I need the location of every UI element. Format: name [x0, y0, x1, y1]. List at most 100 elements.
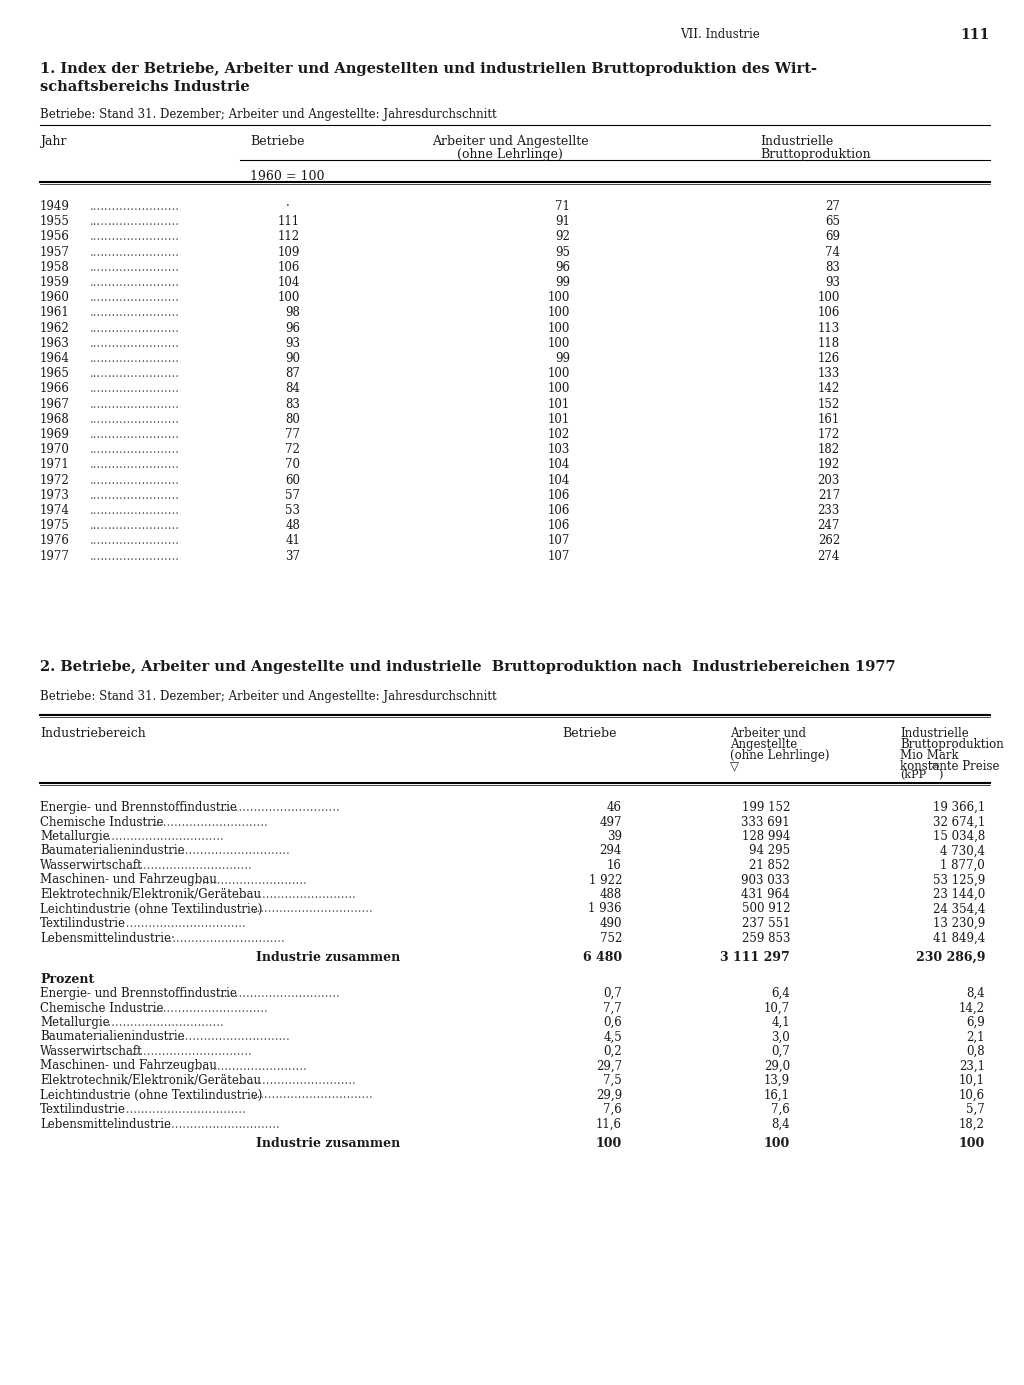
- Text: 13 230,9: 13 230,9: [933, 917, 985, 929]
- Text: 1977: 1977: [40, 550, 70, 562]
- Text: 32 674,1: 32 674,1: [933, 816, 985, 828]
- Text: 75: 75: [929, 762, 940, 770]
- Text: 1 936: 1 936: [589, 903, 622, 915]
- Text: 1959: 1959: [40, 276, 70, 289]
- Text: 10,1: 10,1: [959, 1073, 985, 1087]
- Text: 488: 488: [600, 888, 622, 902]
- Text: Wasserwirtschaft: Wasserwirtschaft: [40, 859, 142, 873]
- Text: 72: 72: [285, 443, 300, 456]
- Text: 92: 92: [555, 230, 570, 244]
- Text: 259 853: 259 853: [741, 932, 790, 945]
- Text: 1961: 1961: [40, 306, 70, 320]
- Text: 142: 142: [818, 382, 840, 395]
- Text: 247: 247: [817, 519, 840, 532]
- Text: 15 034,8: 15 034,8: [933, 830, 985, 843]
- Text: ................................: ................................: [156, 1118, 280, 1130]
- Text: 103: 103: [548, 443, 570, 456]
- Text: ........................: ........................: [90, 215, 180, 229]
- Text: 11,6: 11,6: [596, 1118, 622, 1130]
- Text: ........................: ........................: [90, 474, 180, 486]
- Text: 111: 111: [961, 28, 990, 42]
- Text: (ohne Lehrlinge): (ohne Lehrlinge): [730, 749, 829, 762]
- Text: 7,6: 7,6: [603, 1102, 622, 1116]
- Text: Betriebe: Betriebe: [250, 134, 304, 148]
- Text: 109: 109: [278, 245, 300, 259]
- Text: 113: 113: [818, 321, 840, 335]
- Text: 6 480: 6 480: [583, 951, 622, 964]
- Text: 53: 53: [285, 504, 300, 517]
- Text: 106: 106: [817, 306, 840, 320]
- Text: 203: 203: [817, 474, 840, 486]
- Text: Industrie zusammen: Industrie zusammen: [256, 951, 400, 964]
- Text: ........................: ........................: [90, 397, 180, 410]
- Text: 23 144,0: 23 144,0: [933, 888, 985, 902]
- Text: 101: 101: [548, 413, 570, 425]
- Text: Industrielle: Industrielle: [760, 134, 834, 148]
- Text: ................................: ................................: [100, 1017, 224, 1029]
- Text: 2,1: 2,1: [967, 1030, 985, 1043]
- Text: 74: 74: [825, 245, 840, 259]
- Text: 7,7: 7,7: [603, 1001, 622, 1014]
- Text: 294: 294: [600, 845, 622, 857]
- Text: 237 551: 237 551: [741, 917, 790, 929]
- Text: 4,5: 4,5: [603, 1030, 622, 1043]
- Text: (ohne Lehrlinge): (ohne Lehrlinge): [457, 148, 563, 161]
- Text: 70: 70: [285, 458, 300, 471]
- Text: 99: 99: [555, 352, 570, 366]
- Text: 100: 100: [596, 1137, 622, 1150]
- Text: Bruttoproduktion: Bruttoproduktion: [760, 148, 870, 161]
- Text: Wasserwirtschaft: Wasserwirtschaft: [40, 1046, 142, 1058]
- Text: Textilindustrie: Textilindustrie: [40, 917, 126, 929]
- Text: 14,2: 14,2: [959, 1001, 985, 1014]
- Text: ........................: ........................: [90, 291, 180, 305]
- Text: 21 852: 21 852: [750, 859, 790, 873]
- Text: 100: 100: [548, 337, 570, 350]
- Text: ................................: ................................: [183, 1060, 307, 1072]
- Text: ·: ·: [287, 199, 290, 213]
- Text: 126: 126: [818, 352, 840, 366]
- Text: 10,7: 10,7: [764, 1001, 790, 1014]
- Text: 96: 96: [285, 321, 300, 335]
- Text: ........................: ........................: [90, 443, 180, 456]
- Text: Lebensmittelindustrie·: Lebensmittelindustrie·: [40, 932, 175, 945]
- Text: (kPP: (kPP: [900, 770, 926, 780]
- Text: 107: 107: [548, 535, 570, 547]
- Text: ........................: ........................: [90, 535, 180, 547]
- Text: Leichtindustrie (ohne Textilindustrie): Leichtindustrie (ohne Textilindustrie): [40, 903, 262, 915]
- Text: 104: 104: [548, 458, 570, 471]
- Text: ........................: ........................: [90, 337, 180, 350]
- Text: 100: 100: [278, 291, 300, 305]
- Text: 100: 100: [548, 321, 570, 335]
- Text: Jahr: Jahr: [40, 134, 67, 148]
- Text: 1964: 1964: [40, 352, 70, 366]
- Text: 1972: 1972: [40, 474, 70, 486]
- Text: 3 111 297: 3 111 297: [720, 951, 790, 964]
- Text: ................................: ................................: [144, 1001, 268, 1014]
- Text: 333 691: 333 691: [741, 816, 790, 828]
- Text: 29,0: 29,0: [764, 1060, 790, 1072]
- Text: 93: 93: [825, 276, 840, 289]
- Text: 7,6: 7,6: [771, 1102, 790, 1116]
- Text: 1969: 1969: [40, 428, 70, 440]
- Text: 128 994: 128 994: [741, 830, 790, 843]
- Text: 77: 77: [285, 428, 300, 440]
- Text: 83: 83: [285, 397, 300, 410]
- Text: 53 125,9: 53 125,9: [933, 874, 985, 886]
- Text: Industrie zusammen: Industrie zusammen: [256, 1137, 400, 1150]
- Text: 100: 100: [548, 367, 570, 381]
- Text: 29,9: 29,9: [596, 1089, 622, 1101]
- Text: 192: 192: [818, 458, 840, 471]
- Text: 0,7: 0,7: [771, 1046, 790, 1058]
- Text: 0,7: 0,7: [603, 988, 622, 1000]
- Text: 102: 102: [548, 428, 570, 440]
- Text: Betriebe: Stand 31. Dezember; Arbeiter und Angestellte: Jahresdurchschnitt: Betriebe: Stand 31. Dezember; Arbeiter u…: [40, 690, 497, 704]
- Text: 83: 83: [825, 260, 840, 274]
- Text: 111: 111: [278, 215, 300, 229]
- Text: ........................: ........................: [90, 199, 180, 213]
- Text: ........................: ........................: [90, 382, 180, 395]
- Text: 24 354,4: 24 354,4: [933, 903, 985, 915]
- Text: ........................: ........................: [90, 367, 180, 381]
- Text: 1971: 1971: [40, 458, 70, 471]
- Text: 490: 490: [599, 917, 622, 929]
- Text: 6,9: 6,9: [967, 1017, 985, 1029]
